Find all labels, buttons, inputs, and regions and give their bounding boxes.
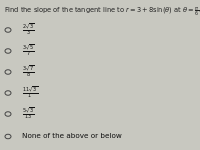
- Text: $\frac{3\sqrt{7}}{8}$: $\frac{3\sqrt{7}}{8}$: [22, 64, 35, 80]
- Text: $\frac{11\sqrt{3}}{1}$: $\frac{11\sqrt{3}}{1}$: [22, 85, 38, 100]
- Text: None of the above or below: None of the above or below: [22, 134, 122, 140]
- Text: Find the slope of the tangent line to $r = 3 + 8\sin(\theta)$ at $\theta = \frac: Find the slope of the tangent line to $r…: [4, 5, 200, 18]
- Text: $\frac{3\sqrt{5}}{7}$: $\frac{3\sqrt{5}}{7}$: [22, 44, 35, 59]
- Text: $\frac{2\sqrt{3}}{3}$: $\frac{2\sqrt{3}}{3}$: [22, 22, 35, 38]
- Text: $\frac{5\sqrt{3}}{13}$: $\frac{5\sqrt{3}}{13}$: [22, 106, 35, 122]
